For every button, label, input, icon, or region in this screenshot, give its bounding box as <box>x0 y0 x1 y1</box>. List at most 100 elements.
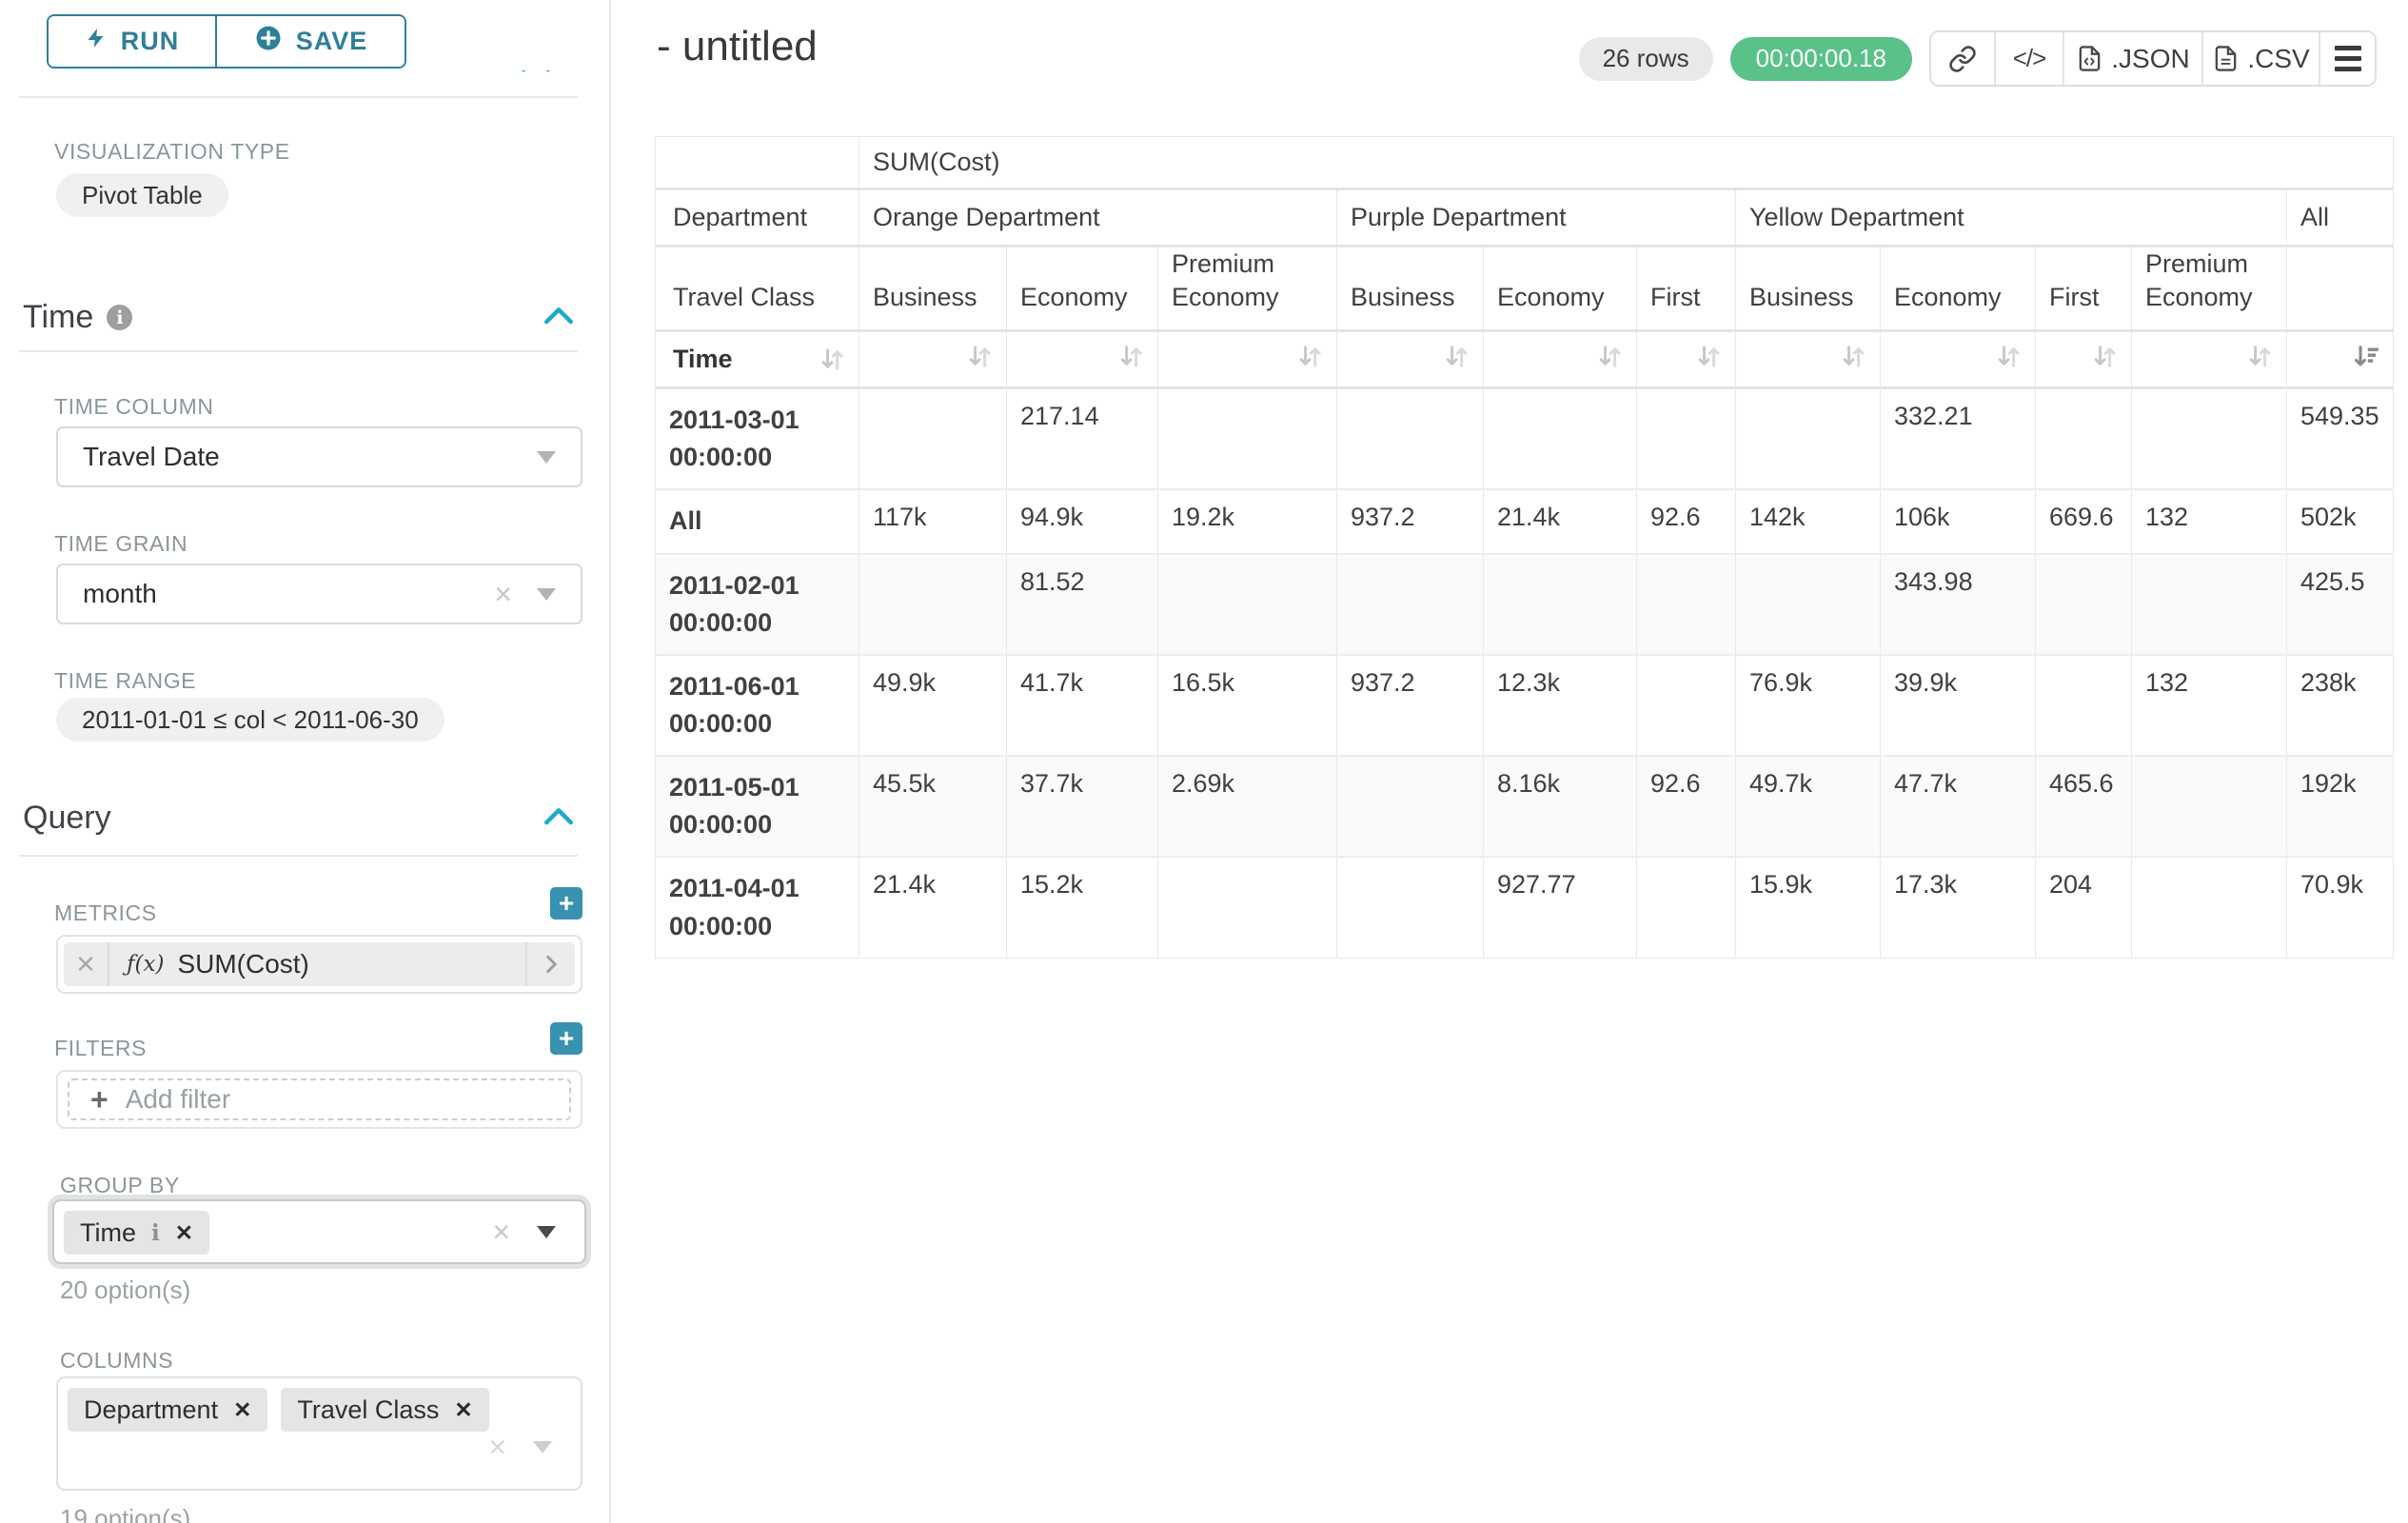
columns-select[interactable]: Department✕ Travel Class✕ × <box>56 1376 582 1491</box>
save-button-label: SAVE <box>296 27 368 56</box>
value-cell <box>1337 388 1484 490</box>
table-row: 2011-05-01 00:00:0045.5k37.7k2.69k8.16k9… <box>656 756 2394 857</box>
run-button[interactable]: RUN <box>49 16 217 67</box>
chevron-down-icon[interactable] <box>533 1441 552 1454</box>
sort-icon[interactable] <box>1595 342 1625 371</box>
query-collapse-icon[interactable] <box>543 806 575 830</box>
add-filter-plus-button[interactable]: + <box>550 1022 582 1055</box>
value-cell <box>1337 756 1484 857</box>
remove-tag-icon[interactable]: ✕ <box>175 1220 193 1246</box>
table-row: 2011-06-01 00:00:0049.9k41.7k16.5k937.21… <box>656 655 2394 756</box>
info-icon[interactable]: i <box>151 1220 160 1246</box>
columns-tag[interactable]: Department✕ <box>68 1388 267 1432</box>
sort-icon[interactable] <box>965 342 995 371</box>
query-section-title: Query <box>23 800 111 837</box>
row-count-badge: 26 rows <box>1579 37 1713 81</box>
save-button[interactable]: SAVE <box>217 16 405 67</box>
sort-icon[interactable] <box>1839 342 1868 371</box>
groupby-tag[interactable]: Timei✕ <box>64 1211 209 1255</box>
value-cell <box>2036 655 2132 756</box>
sort-header-cell <box>2287 331 2394 388</box>
copy-link-button[interactable] <box>1931 32 1994 85</box>
add-filter-button[interactable]: + Add filter <box>68 1078 571 1120</box>
clear-icon[interactable]: × <box>494 579 512 609</box>
chevron-down-icon[interactable] <box>537 451 556 464</box>
value-cell: 21.4k <box>859 857 1007 958</box>
value-cell <box>2036 554 2132 655</box>
travel-class-header: Premium Economy <box>1158 247 1337 331</box>
clear-icon[interactable]: × <box>488 1432 506 1462</box>
value-cell: 117k <box>859 489 1007 553</box>
value-cell: 192k <box>2287 756 2394 857</box>
sort-icon[interactable] <box>818 345 847 374</box>
value-cell: 37.7k <box>1007 756 1158 857</box>
value-cell: 238k <box>2287 655 2394 756</box>
query-timer-badge: 00:00:00.18 <box>1730 37 1912 81</box>
time-grain-select[interactable]: month × <box>56 564 582 624</box>
toolbar: RUN SAVE <box>0 0 609 70</box>
value-cell: 70.9k <box>2287 857 2394 958</box>
sort-icon[interactable] <box>1994 342 2023 371</box>
value-cell: 465.6 <box>2036 756 2132 857</box>
chevron-right-icon[interactable] <box>525 942 575 986</box>
sort-icon[interactable] <box>1442 342 1471 371</box>
remove-metric-icon[interactable]: ✕ <box>64 942 109 986</box>
time-range-pill[interactable]: 2011-01-01 ≤ col < 2011-06-30 <box>56 698 444 742</box>
value-cell <box>2132 554 2287 655</box>
time-collapse-icon[interactable] <box>543 306 575 329</box>
columns-label: COLUMNS <box>60 1348 173 1374</box>
chevron-down-icon[interactable] <box>537 1226 556 1238</box>
department-group-header: Yellow Department <box>1736 189 2287 247</box>
superset-explore: Chart Type RUN SAVE <box>0 0 2408 1523</box>
row-label-cell: 2011-04-01 00:00:00 <box>656 857 859 958</box>
travel-class-header: Business <box>859 247 1007 331</box>
add-filter-label: Add filter <box>126 1084 231 1115</box>
metric-value[interactable]: ƒ(x) SUM(Cost) <box>109 949 525 979</box>
sort-icon[interactable] <box>1116 342 1146 371</box>
sort-icon[interactable] <box>1694 342 1724 371</box>
chevron-down-icon[interactable] <box>537 588 556 601</box>
remove-tag-icon[interactable]: ✕ <box>233 1397 251 1423</box>
visualization-type-pill[interactable]: Pivot Table <box>56 173 228 217</box>
remove-tag-icon[interactable]: ✕ <box>454 1397 472 1423</box>
clear-icon[interactable]: × <box>492 1216 510 1247</box>
metric-header-cell: SUM(Cost) <box>859 137 2394 189</box>
more-menu-button[interactable] <box>2319 32 2375 85</box>
add-metric-button[interactable]: + <box>550 887 582 920</box>
sort-desc-icon[interactable] <box>2352 342 2381 371</box>
value-cell <box>1337 857 1484 958</box>
value-cell: 16.5k <box>1158 655 1337 756</box>
value-cell: 21.4k <box>1484 489 1637 553</box>
value-cell <box>2132 388 2287 490</box>
time-section-title: Time <box>23 299 93 336</box>
value-cell: 39.9k <box>1881 655 2036 756</box>
time-grain-value: month <box>83 579 157 609</box>
travel-class-header: First <box>2036 247 2132 331</box>
group-by-select[interactable]: Timei✕ × <box>52 1199 586 1264</box>
filters-label: FILTERS <box>54 1036 147 1061</box>
columns-tag[interactable]: Travel Class✕ <box>281 1388 488 1432</box>
department-group-header: Orange Department <box>859 189 1337 247</box>
sort-header-cell <box>1337 331 1484 388</box>
page-title: - untitled <box>657 23 818 70</box>
value-cell: 15.9k <box>1736 857 1881 958</box>
sort-icon[interactable] <box>2245 342 2275 371</box>
sort-icon[interactable] <box>1295 342 1325 371</box>
value-cell: 106k <box>1881 489 2036 553</box>
sort-icon[interactable] <box>2090 342 2120 371</box>
export-json-button[interactable]: .JSON <box>2063 32 2201 85</box>
time-column-select[interactable]: Travel Date <box>56 426 582 487</box>
info-icon[interactable]: i <box>107 305 132 330</box>
value-cell <box>1158 857 1337 958</box>
metric-name: SUM(Cost) <box>177 949 308 979</box>
column-dimension-label-cell: Department <box>656 189 859 247</box>
run-button-label: RUN <box>121 27 180 56</box>
value-cell: 92.6 <box>1637 489 1736 553</box>
value-cell: 2.69k <box>1158 756 1337 857</box>
value-cell: 204 <box>2036 857 2132 958</box>
sort-header-cell <box>1007 331 1158 388</box>
view-query-button[interactable]: </> <box>1994 32 2063 85</box>
value-cell <box>1484 554 1637 655</box>
export-csv-button[interactable]: .CSV <box>2201 32 2319 85</box>
travel-class-header <box>2287 247 2394 331</box>
